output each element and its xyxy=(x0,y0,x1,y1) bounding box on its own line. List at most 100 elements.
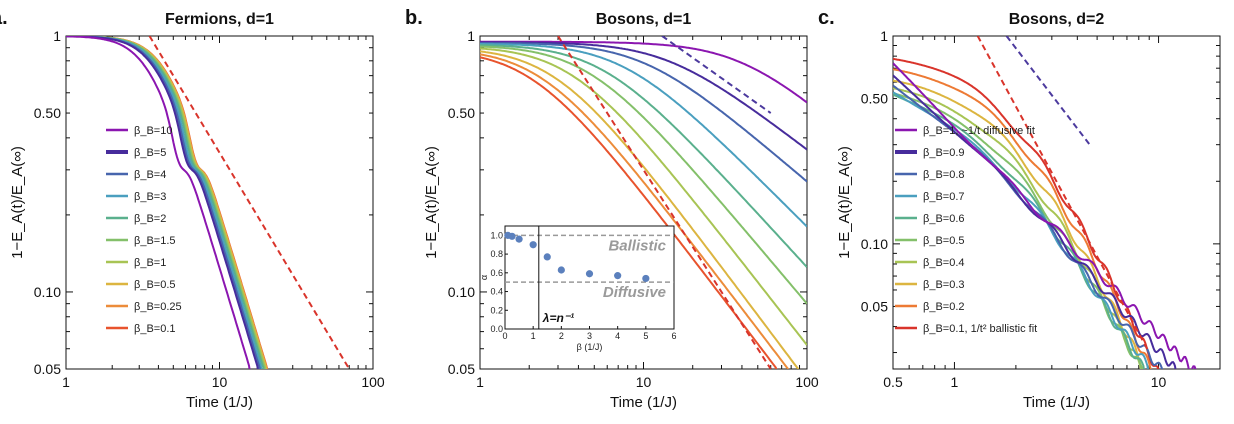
y-tick-label: 0.05 xyxy=(34,361,61,377)
series-line-5 xyxy=(480,44,807,268)
legend-entry: β_B=1, ~1/t diffusive fit xyxy=(923,125,1035,137)
series-line-beta-0.1 xyxy=(66,36,269,369)
fit-line-2 xyxy=(661,36,772,114)
fit-line-1 xyxy=(148,36,351,369)
legend-entry: β_B=2 xyxy=(134,213,166,225)
series-line-6 xyxy=(480,45,807,305)
legend-entry: β_B=0.9 xyxy=(923,147,965,159)
inset-y-tick-label: 0.6 xyxy=(490,268,503,278)
legend-entry: β_B=0.1 xyxy=(134,323,176,335)
legend-entry: β_B=0.5 xyxy=(923,235,965,247)
legend: β_B=10 β_B=5 β_B=4 β_B=3 β_B=2 β_B=1.5 β_B=1 β_… xyxy=(106,125,182,335)
legend-entry: β_B=3 xyxy=(134,191,166,203)
inset-y-tick-label: 0.8 xyxy=(490,249,503,259)
y-tick-label: 0.50 xyxy=(861,91,888,107)
plot-frame xyxy=(65,35,374,370)
legend-entry: β_B=5 xyxy=(134,147,166,159)
series-line-beta-4 xyxy=(66,36,261,369)
x-axis-label: Time (1/J) xyxy=(610,394,677,411)
inset-point xyxy=(529,241,537,249)
panel-1: 1 10 100 1 0.50 0.10 0.05 Time (1/J) 1−E_A(t)/E_… xyxy=(0,7,385,411)
inset-point xyxy=(543,253,551,261)
legend-entry: β_B=0.2 xyxy=(923,301,965,313)
inset-x-tick-label: 0 xyxy=(502,331,507,341)
inset-x-tick-label: 4 xyxy=(615,331,620,341)
inset-x-axis-label: β (1/J) xyxy=(577,342,603,352)
series-line-2 xyxy=(480,41,807,151)
fit-line-1 xyxy=(557,36,772,369)
legend-entry: β_B=0.25 xyxy=(134,301,182,313)
x-tick-label: 1 xyxy=(951,374,959,390)
plot-area xyxy=(893,36,1197,369)
series-line-8 xyxy=(480,50,800,369)
series-line-4 xyxy=(480,43,807,228)
legend-entry: β_B=0.6 xyxy=(923,213,965,225)
plot-frame xyxy=(892,35,1221,370)
inset-ballistic-label: Ballistic xyxy=(608,237,666,254)
series-line-beta-0.25 xyxy=(66,36,268,369)
inset-point xyxy=(515,235,523,243)
legend-entry: β_B=0.3 xyxy=(923,279,965,291)
y-axis-label: 1−E_A(t)/E_A(∞) xyxy=(836,146,853,259)
y-tick-label: 0.10 xyxy=(448,284,475,300)
y-tick-label: 0.50 xyxy=(448,105,475,121)
inset-chart: 0 1 2 3 4 5 6 0.0 0.2 0.4 0.6 0.8 1.0 β (1/J) α Ballist… xyxy=(479,225,677,352)
x-tick-label: 1 xyxy=(476,374,484,390)
y-tick-label: 0.50 xyxy=(34,105,61,121)
series-line-beta-0.9 xyxy=(893,74,1177,369)
series-line-beta-1 xyxy=(66,36,267,369)
x-axis-label: Time (1/J) xyxy=(186,394,253,411)
x-tick-label: 10 xyxy=(636,374,652,390)
legend-entry: β_B=4 xyxy=(134,169,166,181)
inset-y-tick-label: 0.0 xyxy=(490,324,503,334)
series-line-beta-0.2 xyxy=(893,68,1152,369)
panel-title: Bosons, d=1 xyxy=(596,11,692,28)
legend-entry: β_B=1.5 xyxy=(134,235,176,247)
series-line-beta-0.1 xyxy=(893,57,1160,369)
y-tick-label: 1 xyxy=(880,28,888,44)
panel-letter: a. xyxy=(0,7,8,29)
y-tick-label: 0.10 xyxy=(861,236,888,252)
panel-letter: b. xyxy=(405,7,423,29)
panel-title: Fermions, d=1 xyxy=(165,11,274,28)
legend-entry: β_B=0.7 xyxy=(923,191,965,203)
x-tick-label: 10 xyxy=(1151,374,1167,390)
inset-x-tick-label: 6 xyxy=(671,331,676,341)
legend-entry: β_B=0.1, 1/t² ballistic fit xyxy=(923,323,1037,335)
x-axis-label: Time (1/J) xyxy=(1023,394,1090,411)
inset-diffusive-label: Diffusive xyxy=(603,284,666,301)
legend: β_B=1, ~1/t diffusive fit β_B=0.9 β_B=0.8 β… xyxy=(895,125,1037,335)
series-line-10 xyxy=(480,56,778,369)
x-tick-label: 1 xyxy=(62,374,70,390)
fit-line-2 xyxy=(1005,36,1091,146)
series-line-beta-3 xyxy=(66,36,263,369)
plot-area xyxy=(66,36,351,369)
x-tick-label: 0.5 xyxy=(883,374,903,390)
legend-entry: β_B=0.5 xyxy=(134,279,176,291)
fit-line-1 xyxy=(976,36,1151,354)
legend-entry: β_B=10 xyxy=(134,125,172,137)
series-line-beta-0.3 xyxy=(893,79,1145,369)
panel-letter: c. xyxy=(818,7,835,29)
series-line-3 xyxy=(480,42,807,183)
inset-y-tick-label: 1.0 xyxy=(490,230,503,240)
y-tick-label: 0.10 xyxy=(34,284,61,300)
y-tick-label: 1 xyxy=(53,28,61,44)
plot-area xyxy=(480,36,807,369)
series-line-beta-2 xyxy=(66,36,265,369)
inset-point xyxy=(585,270,594,278)
inset-y-tick-label: 0.2 xyxy=(490,305,503,315)
inset-x-tick-label: 2 xyxy=(559,331,564,341)
series-line-beta-0.5 xyxy=(66,36,268,369)
y-tick-label: 0.05 xyxy=(448,361,475,377)
x-tick-label: 100 xyxy=(361,374,385,390)
x-tick-label: 10 xyxy=(212,374,228,390)
panel-title: Bosons, d=2 xyxy=(1009,11,1105,28)
series-line-beta-1.5 xyxy=(66,36,266,369)
series-line-beta-1 xyxy=(893,62,1197,369)
y-axis-label: 1−E_A(t)/E_A(∞) xyxy=(423,146,440,259)
series-line-9 xyxy=(480,53,789,369)
